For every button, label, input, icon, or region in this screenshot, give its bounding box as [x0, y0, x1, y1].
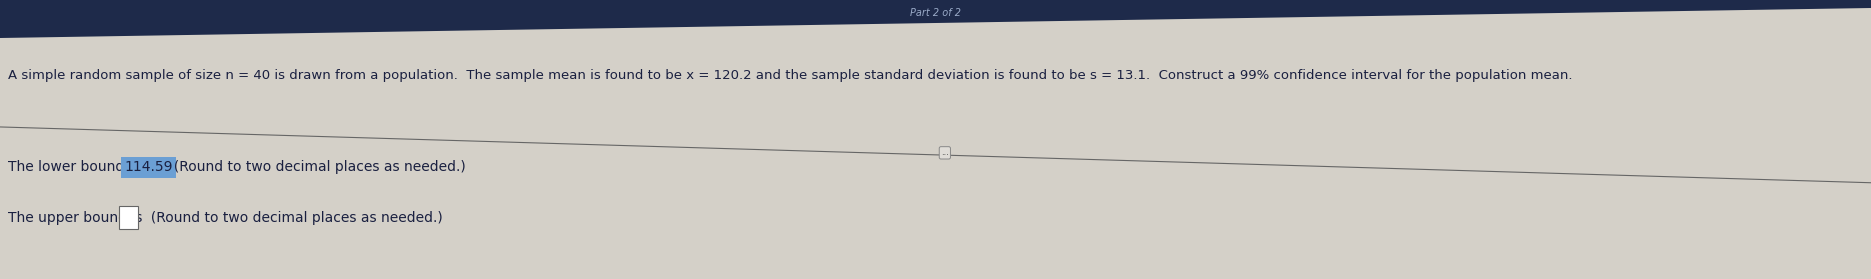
- Polygon shape: [0, 0, 1871, 38]
- Text: 114.59: 114.59: [123, 160, 172, 174]
- Text: Part 2 of 2: Part 2 of 2: [909, 8, 962, 18]
- Text: The upper bound is: The upper bound is: [7, 211, 152, 225]
- Text: ...: ...: [941, 148, 949, 157]
- Text: (Round to two decimal places as needed.): (Round to two decimal places as needed.): [165, 160, 466, 174]
- Text: The lower bound is: The lower bound is: [7, 160, 148, 174]
- Text: A simple random sample of size n = 40 is drawn from a population.  The sample me: A simple random sample of size n = 40 is…: [7, 69, 1572, 82]
- Text: (Round to two decimal places as needed.): (Round to two decimal places as needed.): [142, 211, 443, 225]
